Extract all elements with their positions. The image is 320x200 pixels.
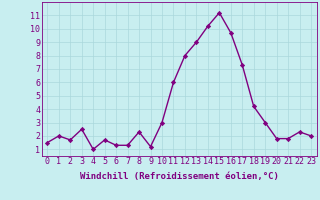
- X-axis label: Windchill (Refroidissement éolien,°C): Windchill (Refroidissement éolien,°C): [80, 172, 279, 181]
